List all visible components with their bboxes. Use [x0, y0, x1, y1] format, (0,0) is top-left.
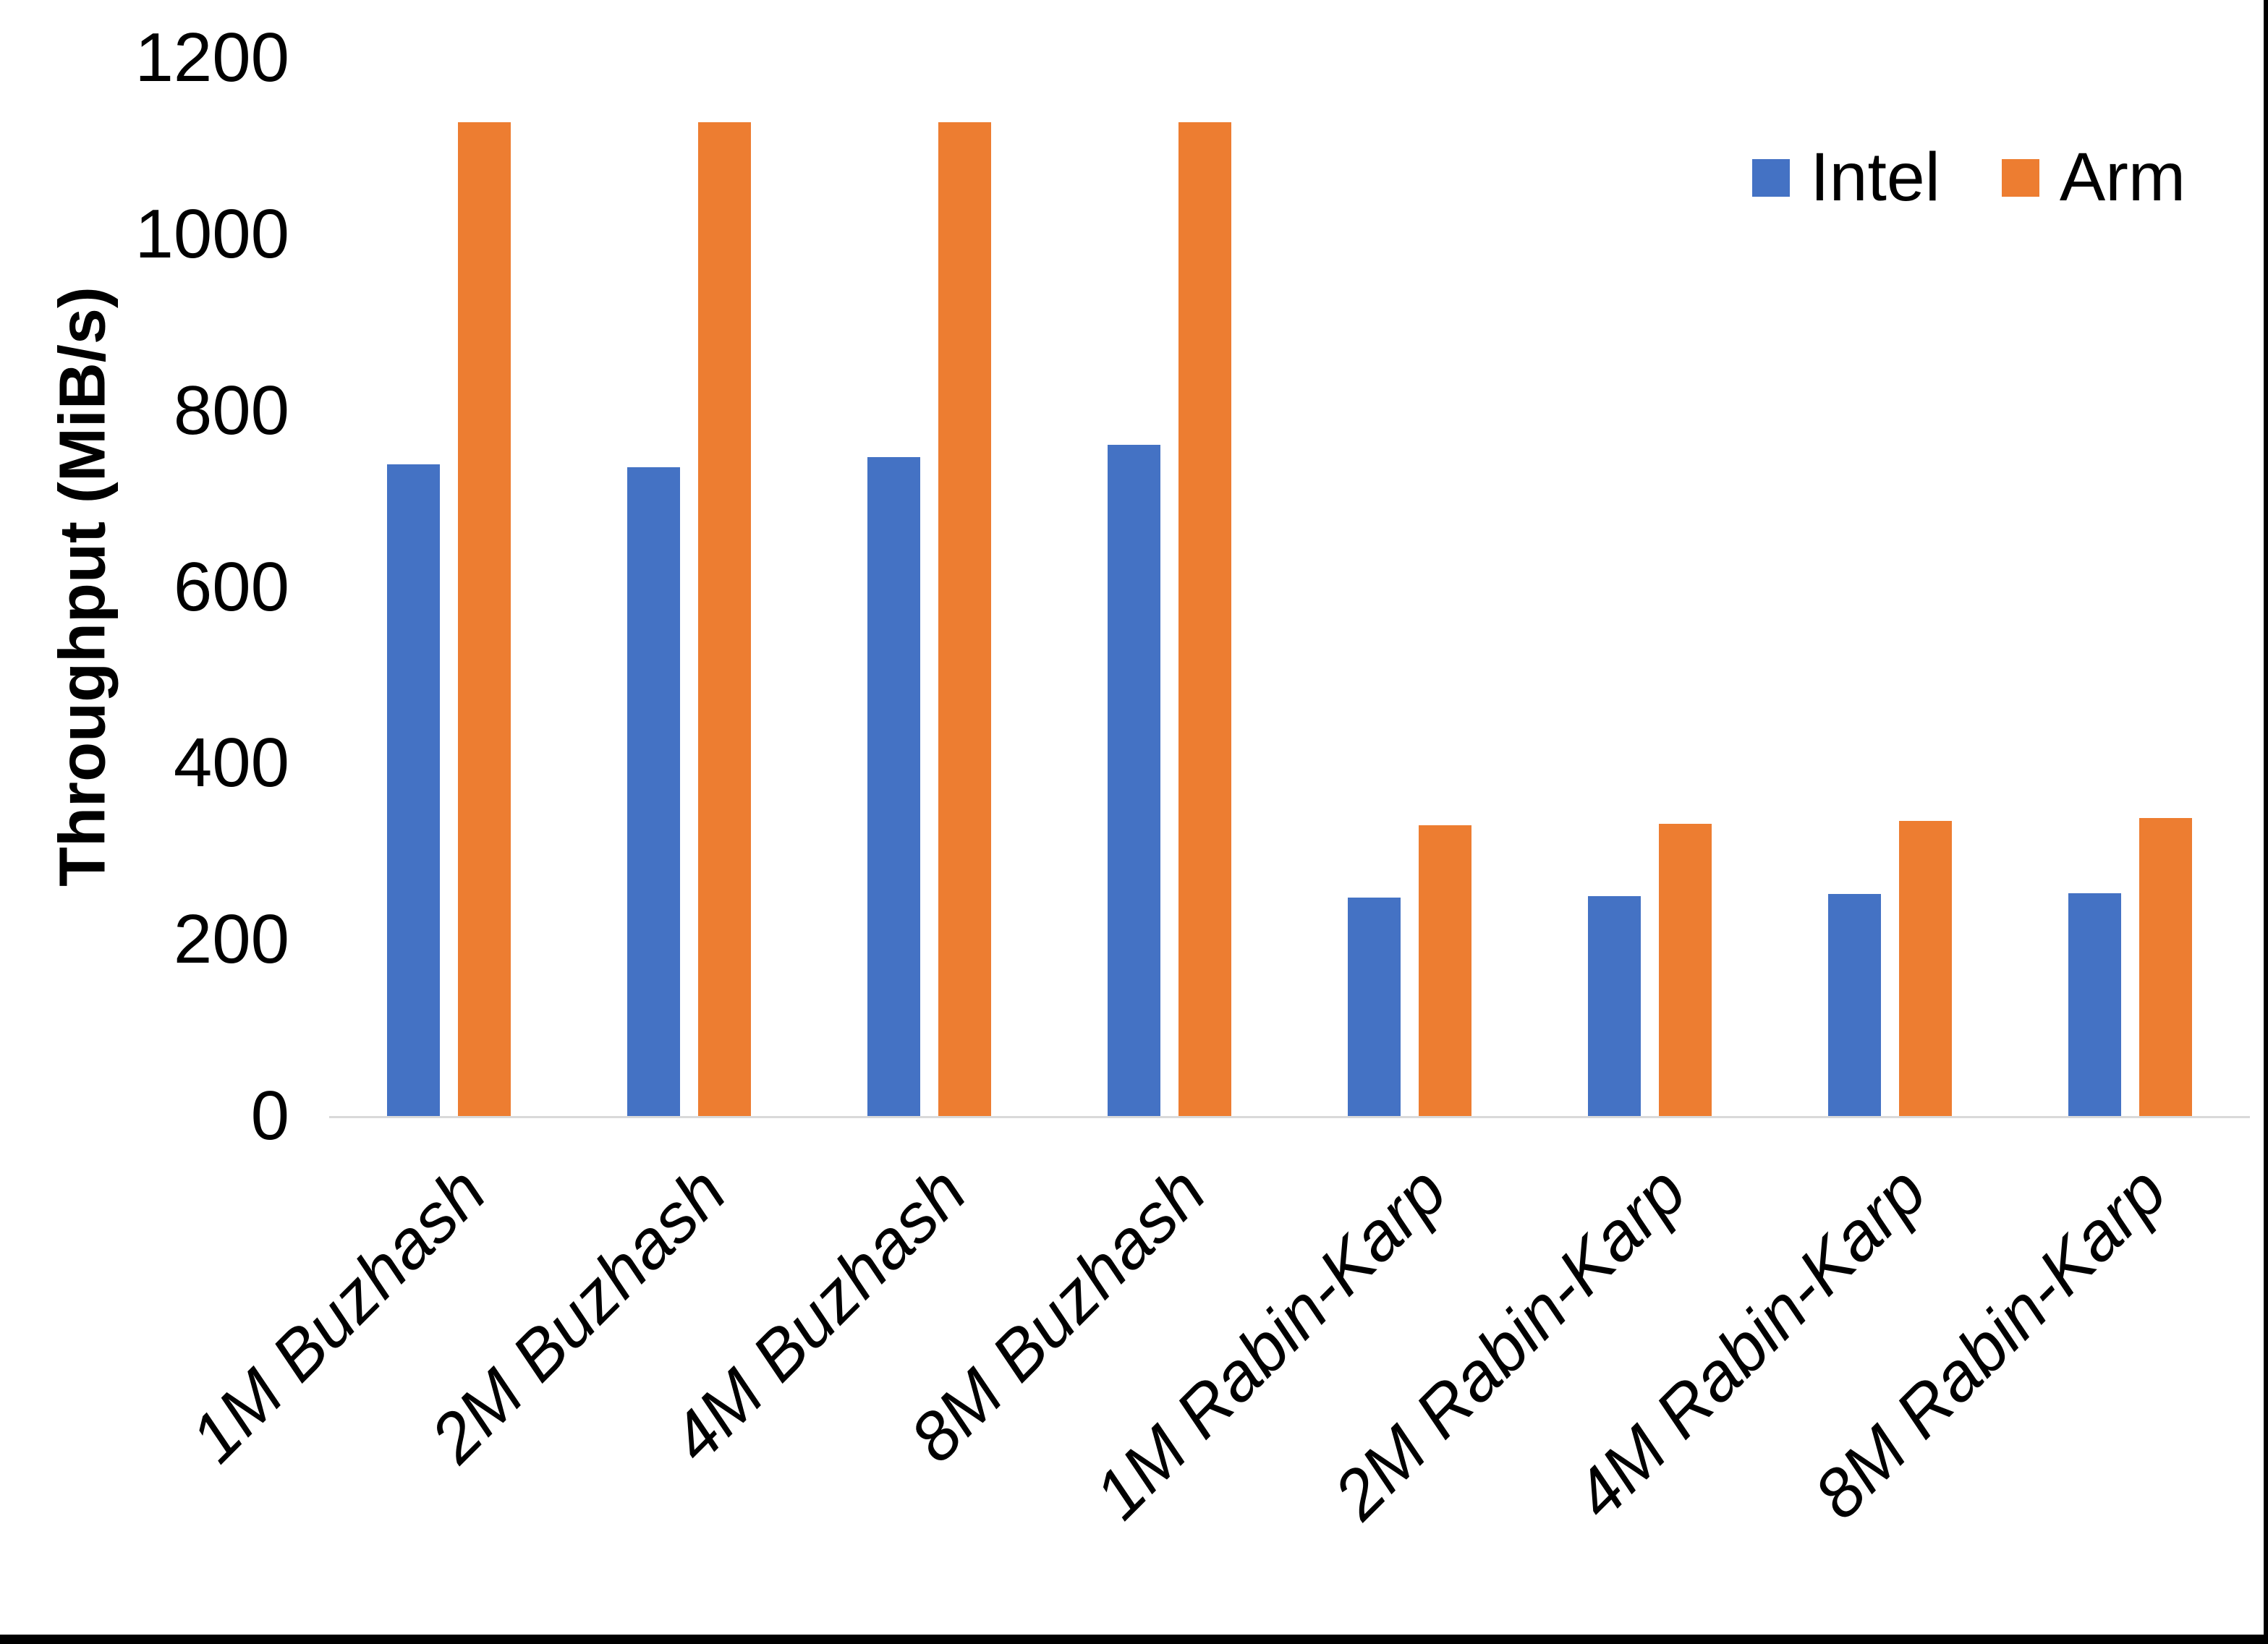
bar-intel-4m-buzhash [867, 457, 921, 1116]
legend: Intel Arm [1752, 143, 2186, 212]
bar-arm-2m-rabin-karp [1658, 824, 1712, 1116]
legend-item-arm: Arm [2001, 139, 2186, 216]
bar-intel-4m-rabin-karp [1827, 893, 1881, 1116]
bar-arm-8m-rabin-karp [2139, 817, 2192, 1116]
y-axis-title: Throughput (MiB/s) [46, 286, 119, 887]
bar-group-2 [569, 58, 810, 1116]
y-tick-1200: 1200 [135, 19, 289, 96]
bar-group-4 [1050, 58, 1290, 1116]
y-tick-200: 200 [173, 900, 289, 979]
y-tick-800: 800 [173, 371, 289, 449]
y-tick-0: 0 [250, 1077, 289, 1154]
bar-arm-4m-rabin-karp [1898, 820, 1952, 1116]
legend-swatch-arm-icon [2001, 158, 2039, 197]
bar-arm-1m-rabin-karp [1418, 825, 1471, 1116]
bar-arm-1m-buzhash [458, 122, 511, 1116]
legend-label-intel: Intel [1810, 139, 1940, 216]
bar-arm-2m-buzhash [698, 122, 752, 1116]
legend-label-arm: Arm [2059, 139, 2186, 216]
y-tick-1000: 1000 [135, 195, 289, 273]
bar-intel-8m-rabin-karp [2068, 893, 2121, 1116]
y-tick-600: 600 [173, 548, 289, 626]
bar-group-6 [1529, 58, 1770, 1116]
bar-group-7 [1770, 58, 2010, 1116]
bar-group-8 [2010, 58, 2250, 1116]
bar-intel-8m-buzhash [1108, 445, 1161, 1116]
bar-groups [329, 58, 2250, 1116]
plot-area: 0 200 400 600 800 1000 1200 1M Buzhash 2M Buzha… [135, 23, 2250, 1533]
bar-arm-4m-buzhash [938, 122, 992, 1116]
bar-group-1 [329, 58, 569, 1116]
y-tick-400: 400 [173, 724, 289, 802]
legend-swatch-intel-icon [1752, 158, 1791, 197]
bar-intel-2m-rabin-karp [1587, 896, 1641, 1116]
bar-intel-1m-rabin-karp [1347, 897, 1401, 1116]
bar-intel-1m-buzhash [387, 464, 441, 1116]
bar-group-3 [810, 58, 1050, 1116]
bar-arm-8m-buzhash [1178, 122, 1232, 1116]
bar-group-5 [1290, 58, 1530, 1116]
bar-intel-2m-buzhash [627, 467, 681, 1116]
legend-item-intel: Intel [1752, 143, 1940, 212]
